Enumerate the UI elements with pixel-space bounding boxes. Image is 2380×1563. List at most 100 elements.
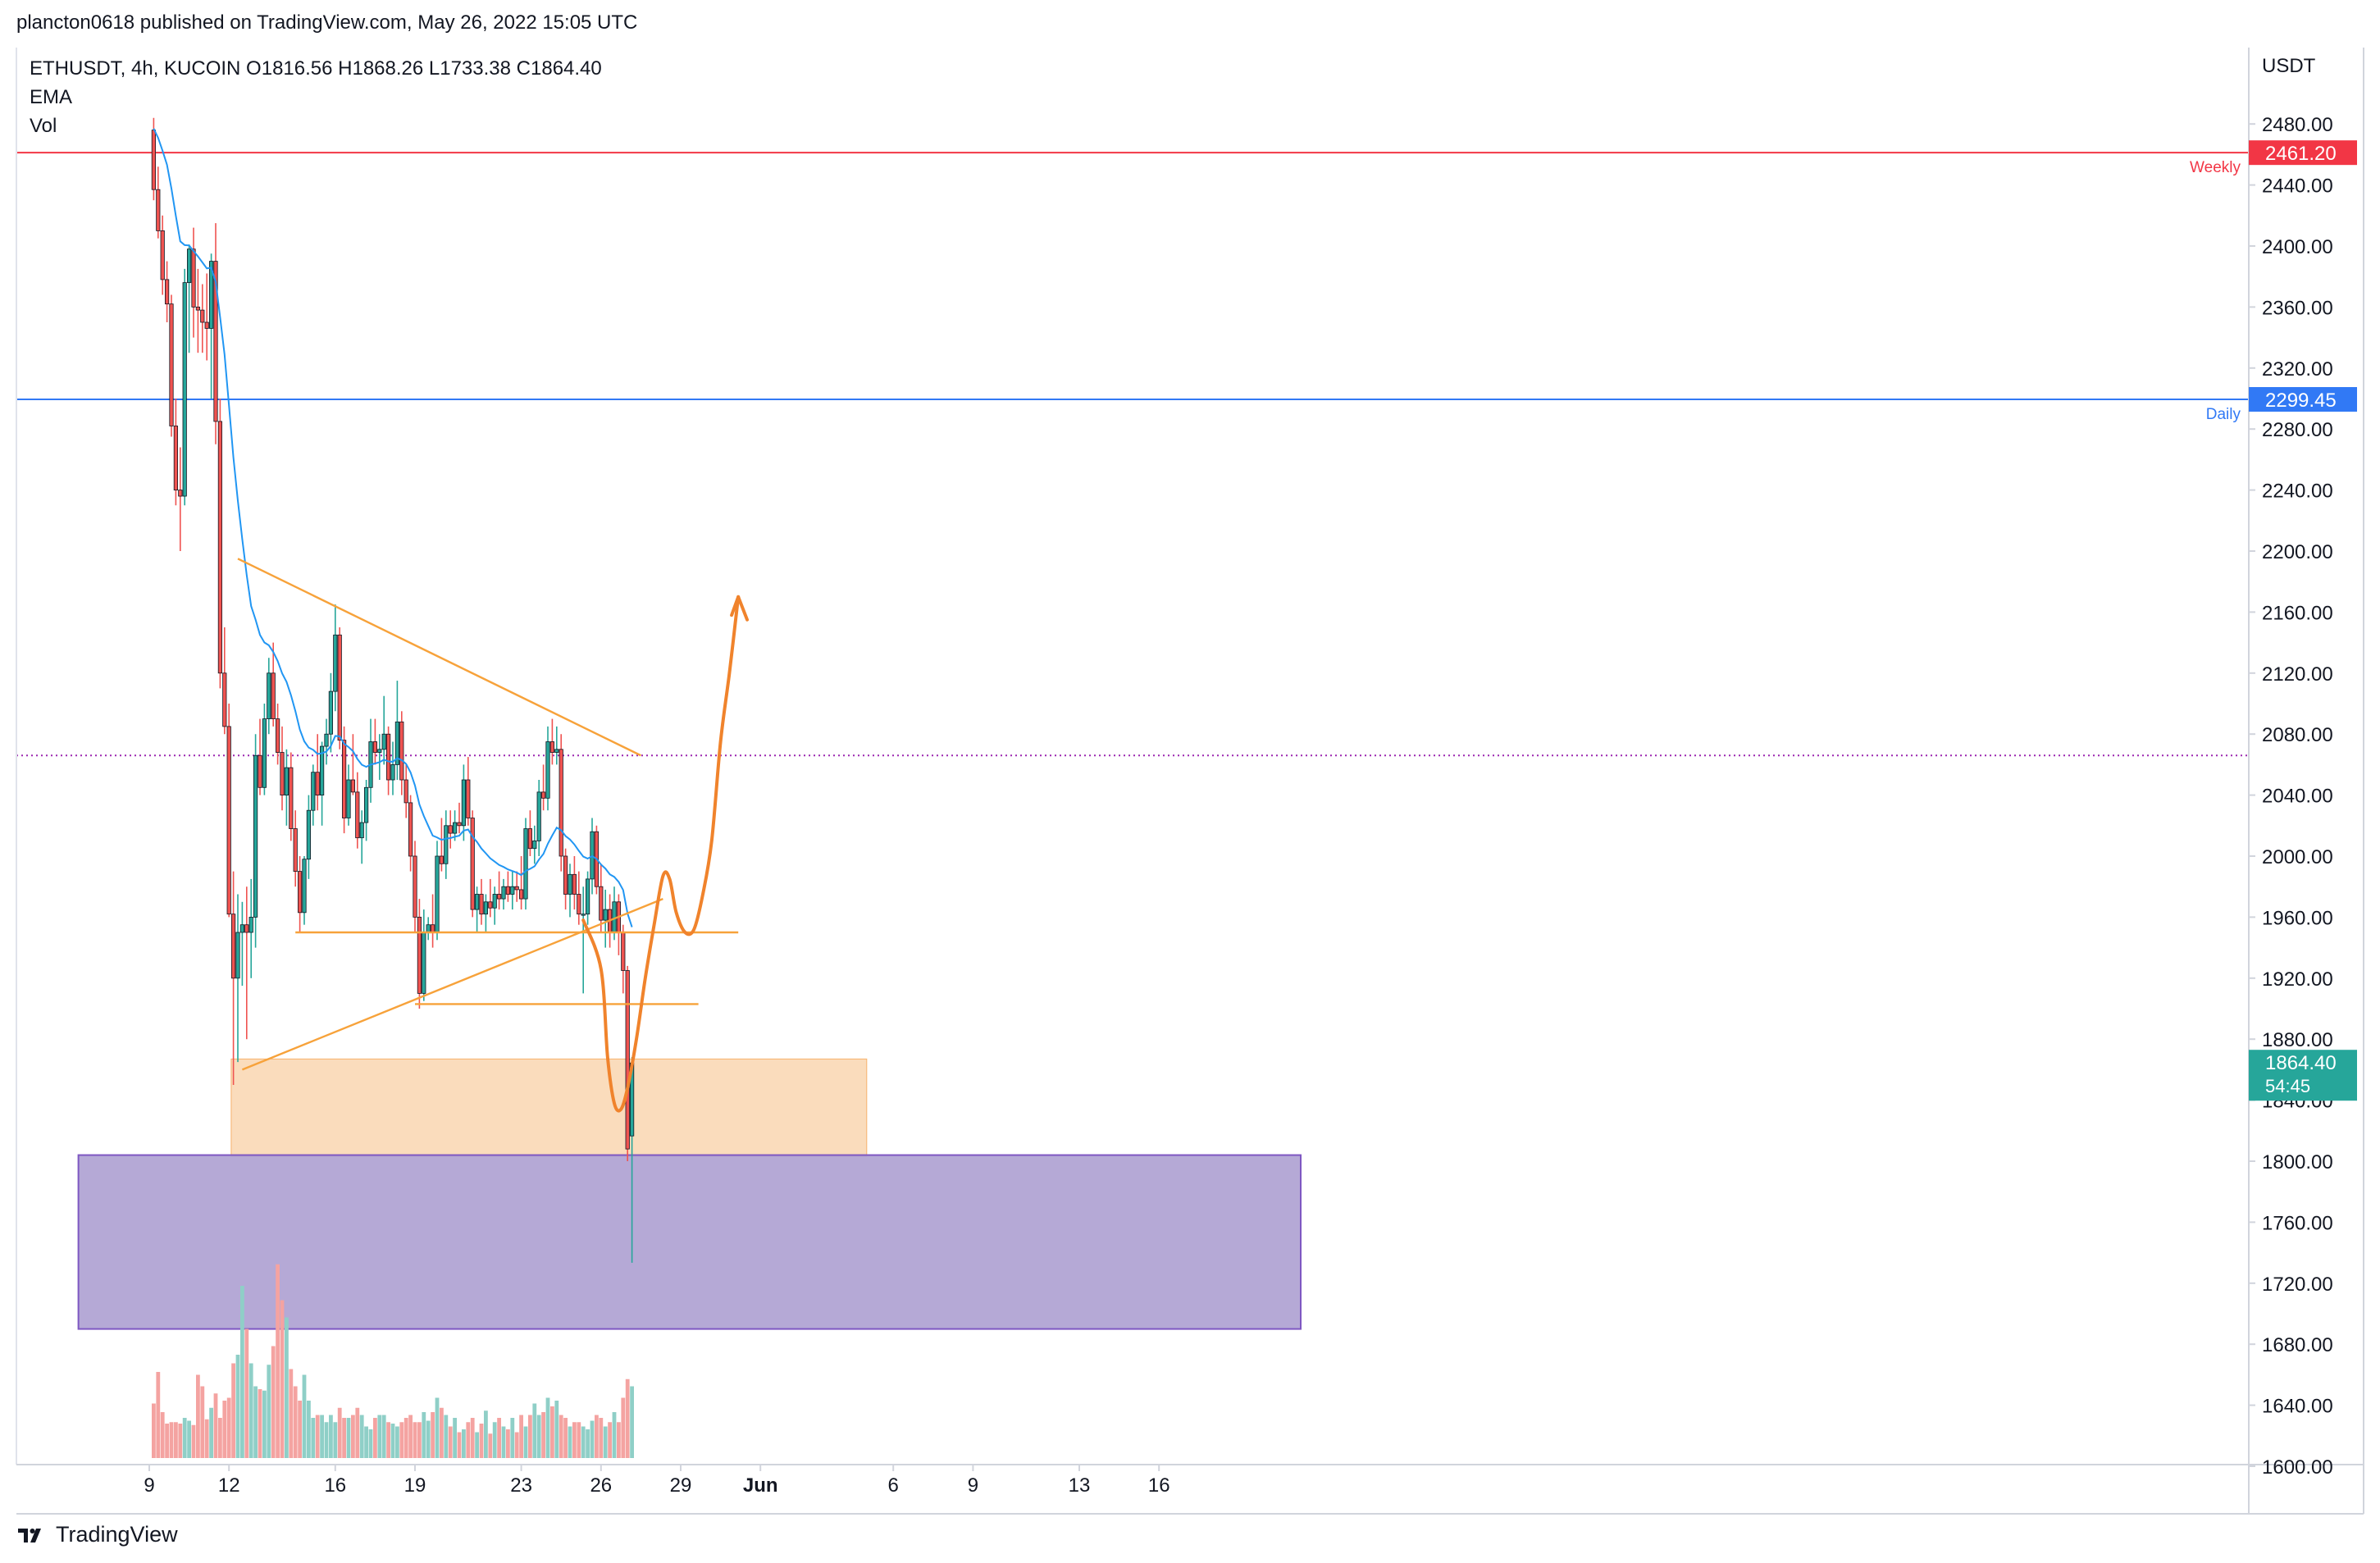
candle[interactable]	[586, 871, 590, 925]
candle[interactable]	[293, 810, 298, 887]
ema-indicator-label[interactable]: EMA	[30, 86, 73, 108]
candle[interactable]	[262, 704, 267, 795]
candle[interactable]	[297, 856, 303, 932]
candle[interactable]	[372, 718, 378, 765]
candle[interactable]	[492, 886, 497, 925]
candle[interactable]	[390, 741, 395, 795]
candle[interactable]	[435, 841, 440, 941]
candle[interactable]	[350, 734, 356, 795]
vol-indicator-label[interactable]: Vol	[30, 115, 57, 137]
orange-demand-zone[interactable]	[230, 1058, 868, 1157]
candle[interactable]	[191, 227, 196, 338]
candle[interactable]	[621, 924, 626, 994]
candle[interactable]	[280, 726, 285, 811]
candle[interactable]	[377, 734, 382, 780]
candle[interactable]	[230, 871, 236, 1085]
candle[interactable]	[337, 627, 342, 750]
candle[interactable]	[271, 642, 276, 727]
candle[interactable]	[532, 825, 537, 864]
candle[interactable]	[248, 878, 253, 978]
candle[interactable]	[333, 604, 338, 712]
projection-path[interactable]	[581, 595, 741, 1113]
candle[interactable]	[399, 711, 404, 795]
candle[interactable]	[404, 764, 408, 818]
candle[interactable]	[479, 878, 484, 925]
candle[interactable]	[616, 894, 622, 955]
candle[interactable]	[186, 244, 192, 353]
candle[interactable]	[213, 223, 218, 444]
candle[interactable]	[394, 681, 400, 780]
candle[interactable]	[501, 878, 506, 910]
candle[interactable]	[581, 886, 586, 994]
candle[interactable]	[431, 894, 435, 948]
candle[interactable]	[563, 848, 568, 910]
purple-support-zone[interactable]	[77, 1154, 1302, 1330]
candle[interactable]	[311, 764, 316, 826]
candle[interactable]	[200, 284, 205, 353]
candle[interactable]	[363, 780, 369, 841]
candle[interactable]	[625, 965, 630, 1161]
candle[interactable]	[346, 764, 351, 826]
symbol-ohlc-line[interactable]: ETHUSDT, 4h, KUCOIN O1816.56 H1868.26 L1…	[30, 57, 602, 80]
candle[interactable]	[439, 818, 445, 872]
candle[interactable]	[514, 871, 519, 902]
candle[interactable]	[355, 772, 360, 849]
candle[interactable]	[497, 871, 502, 910]
candle[interactable]	[572, 856, 577, 910]
candle[interactable]	[408, 795, 413, 872]
candle[interactable]	[444, 810, 449, 879]
candle[interactable]	[603, 889, 608, 948]
candle[interactable]	[258, 718, 262, 795]
candle[interactable]	[475, 886, 480, 932]
candle[interactable]	[536, 780, 541, 856]
candle[interactable]	[319, 741, 325, 826]
candle[interactable]	[289, 752, 294, 841]
candle[interactable]	[457, 802, 462, 834]
upper-descending-trendline[interactable]	[237, 558, 641, 757]
candle[interactable]	[527, 810, 533, 856]
candle[interactable]	[422, 909, 426, 1001]
candle[interactable]	[204, 273, 209, 361]
candle[interactable]	[178, 447, 183, 551]
candle[interactable]	[554, 726, 559, 765]
candle[interactable]	[466, 757, 471, 826]
candle[interactable]	[359, 810, 364, 864]
candle[interactable]	[164, 261, 170, 322]
candle[interactable]	[577, 871, 581, 925]
candle[interactable]	[226, 704, 231, 918]
candle[interactable]	[160, 215, 165, 295]
candle[interactable]	[559, 734, 563, 872]
candle[interactable]	[483, 894, 489, 933]
candle[interactable]	[519, 856, 524, 910]
level-price-label-weekly[interactable]	[2249, 140, 2357, 166]
candle[interactable]	[470, 810, 475, 918]
candle[interactable]	[328, 672, 334, 753]
last-price-label[interactable]	[2249, 1050, 2357, 1101]
lower-ascending-trendline[interactable]	[241, 897, 663, 1071]
candle[interactable]	[461, 764, 467, 841]
candle[interactable]	[217, 399, 223, 689]
candle[interactable]	[368, 718, 373, 803]
candle[interactable]	[302, 856, 307, 925]
candle[interactable]	[413, 841, 417, 932]
candle[interactable]	[523, 818, 528, 910]
candle[interactable]	[488, 878, 493, 918]
candle[interactable]	[599, 864, 604, 932]
candle[interactable]	[244, 886, 249, 1040]
candle[interactable]	[182, 268, 187, 506]
candle[interactable]	[284, 749, 290, 826]
candle[interactable]	[549, 718, 555, 765]
candle[interactable]	[417, 899, 422, 1009]
candle[interactable]	[173, 399, 178, 506]
candle[interactable]	[169, 294, 174, 437]
candle[interactable]	[324, 718, 329, 765]
candle[interactable]	[541, 764, 546, 811]
candle[interactable]	[510, 871, 515, 910]
candle[interactable]	[239, 901, 245, 987]
level-price-label-daily[interactable]	[2249, 387, 2357, 412]
candle[interactable]	[222, 627, 227, 735]
candle[interactable]	[448, 810, 453, 849]
candle[interactable]	[426, 917, 431, 941]
candle[interactable]	[306, 795, 312, 879]
